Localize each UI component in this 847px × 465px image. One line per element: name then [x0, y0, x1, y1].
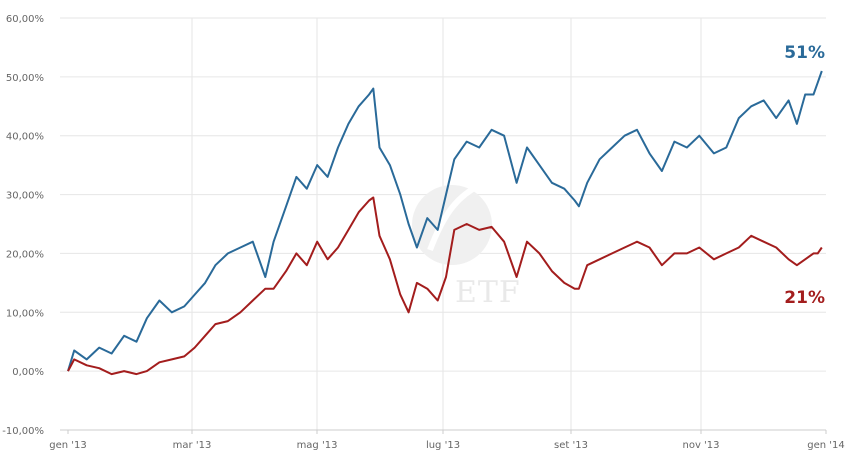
x-tick-label: gen '14	[807, 440, 845, 451]
y-tick-label: -10,00%	[2, 426, 44, 437]
y-tick-label: 0,00%	[12, 367, 44, 378]
x-tick-label: lug '13	[426, 440, 460, 451]
watermark-logo: ETF	[412, 182, 521, 310]
y-tick-label: 60,00%	[6, 14, 44, 25]
y-tick-label: 20,00%	[6, 249, 44, 260]
series-lines	[67, 70, 823, 376]
y-axis-ticks: -10,00% 0,00% 10,00% 20,00% 30,00% 40,00% 50,0…	[2, 14, 44, 437]
series-line-0	[67, 70, 823, 372]
x-tick-label: gen '13	[49, 440, 87, 451]
end-value-label-1: 21%	[784, 288, 825, 308]
y-tick-label: 30,00%	[6, 191, 44, 202]
series-line-1	[67, 196, 823, 376]
y-tick-label: 50,00%	[6, 73, 44, 84]
x-tick-label: mag '13	[297, 440, 338, 451]
x-axis-ticks: gen '13 mar '13 mag '13 lug '13 set '13 nov '…	[49, 430, 845, 451]
end-labels: 51% 21%	[784, 43, 825, 308]
end-value-label-0: 51%	[784, 43, 825, 63]
watermark-text: ETF	[455, 275, 521, 310]
x-tick-label: set '13	[554, 440, 588, 451]
y-tick-label: 40,00%	[6, 132, 44, 143]
x-tick-label: mar '13	[173, 440, 212, 451]
y-tick-label: 10,00%	[6, 308, 44, 319]
x-tick-label: nov '13	[682, 440, 719, 451]
